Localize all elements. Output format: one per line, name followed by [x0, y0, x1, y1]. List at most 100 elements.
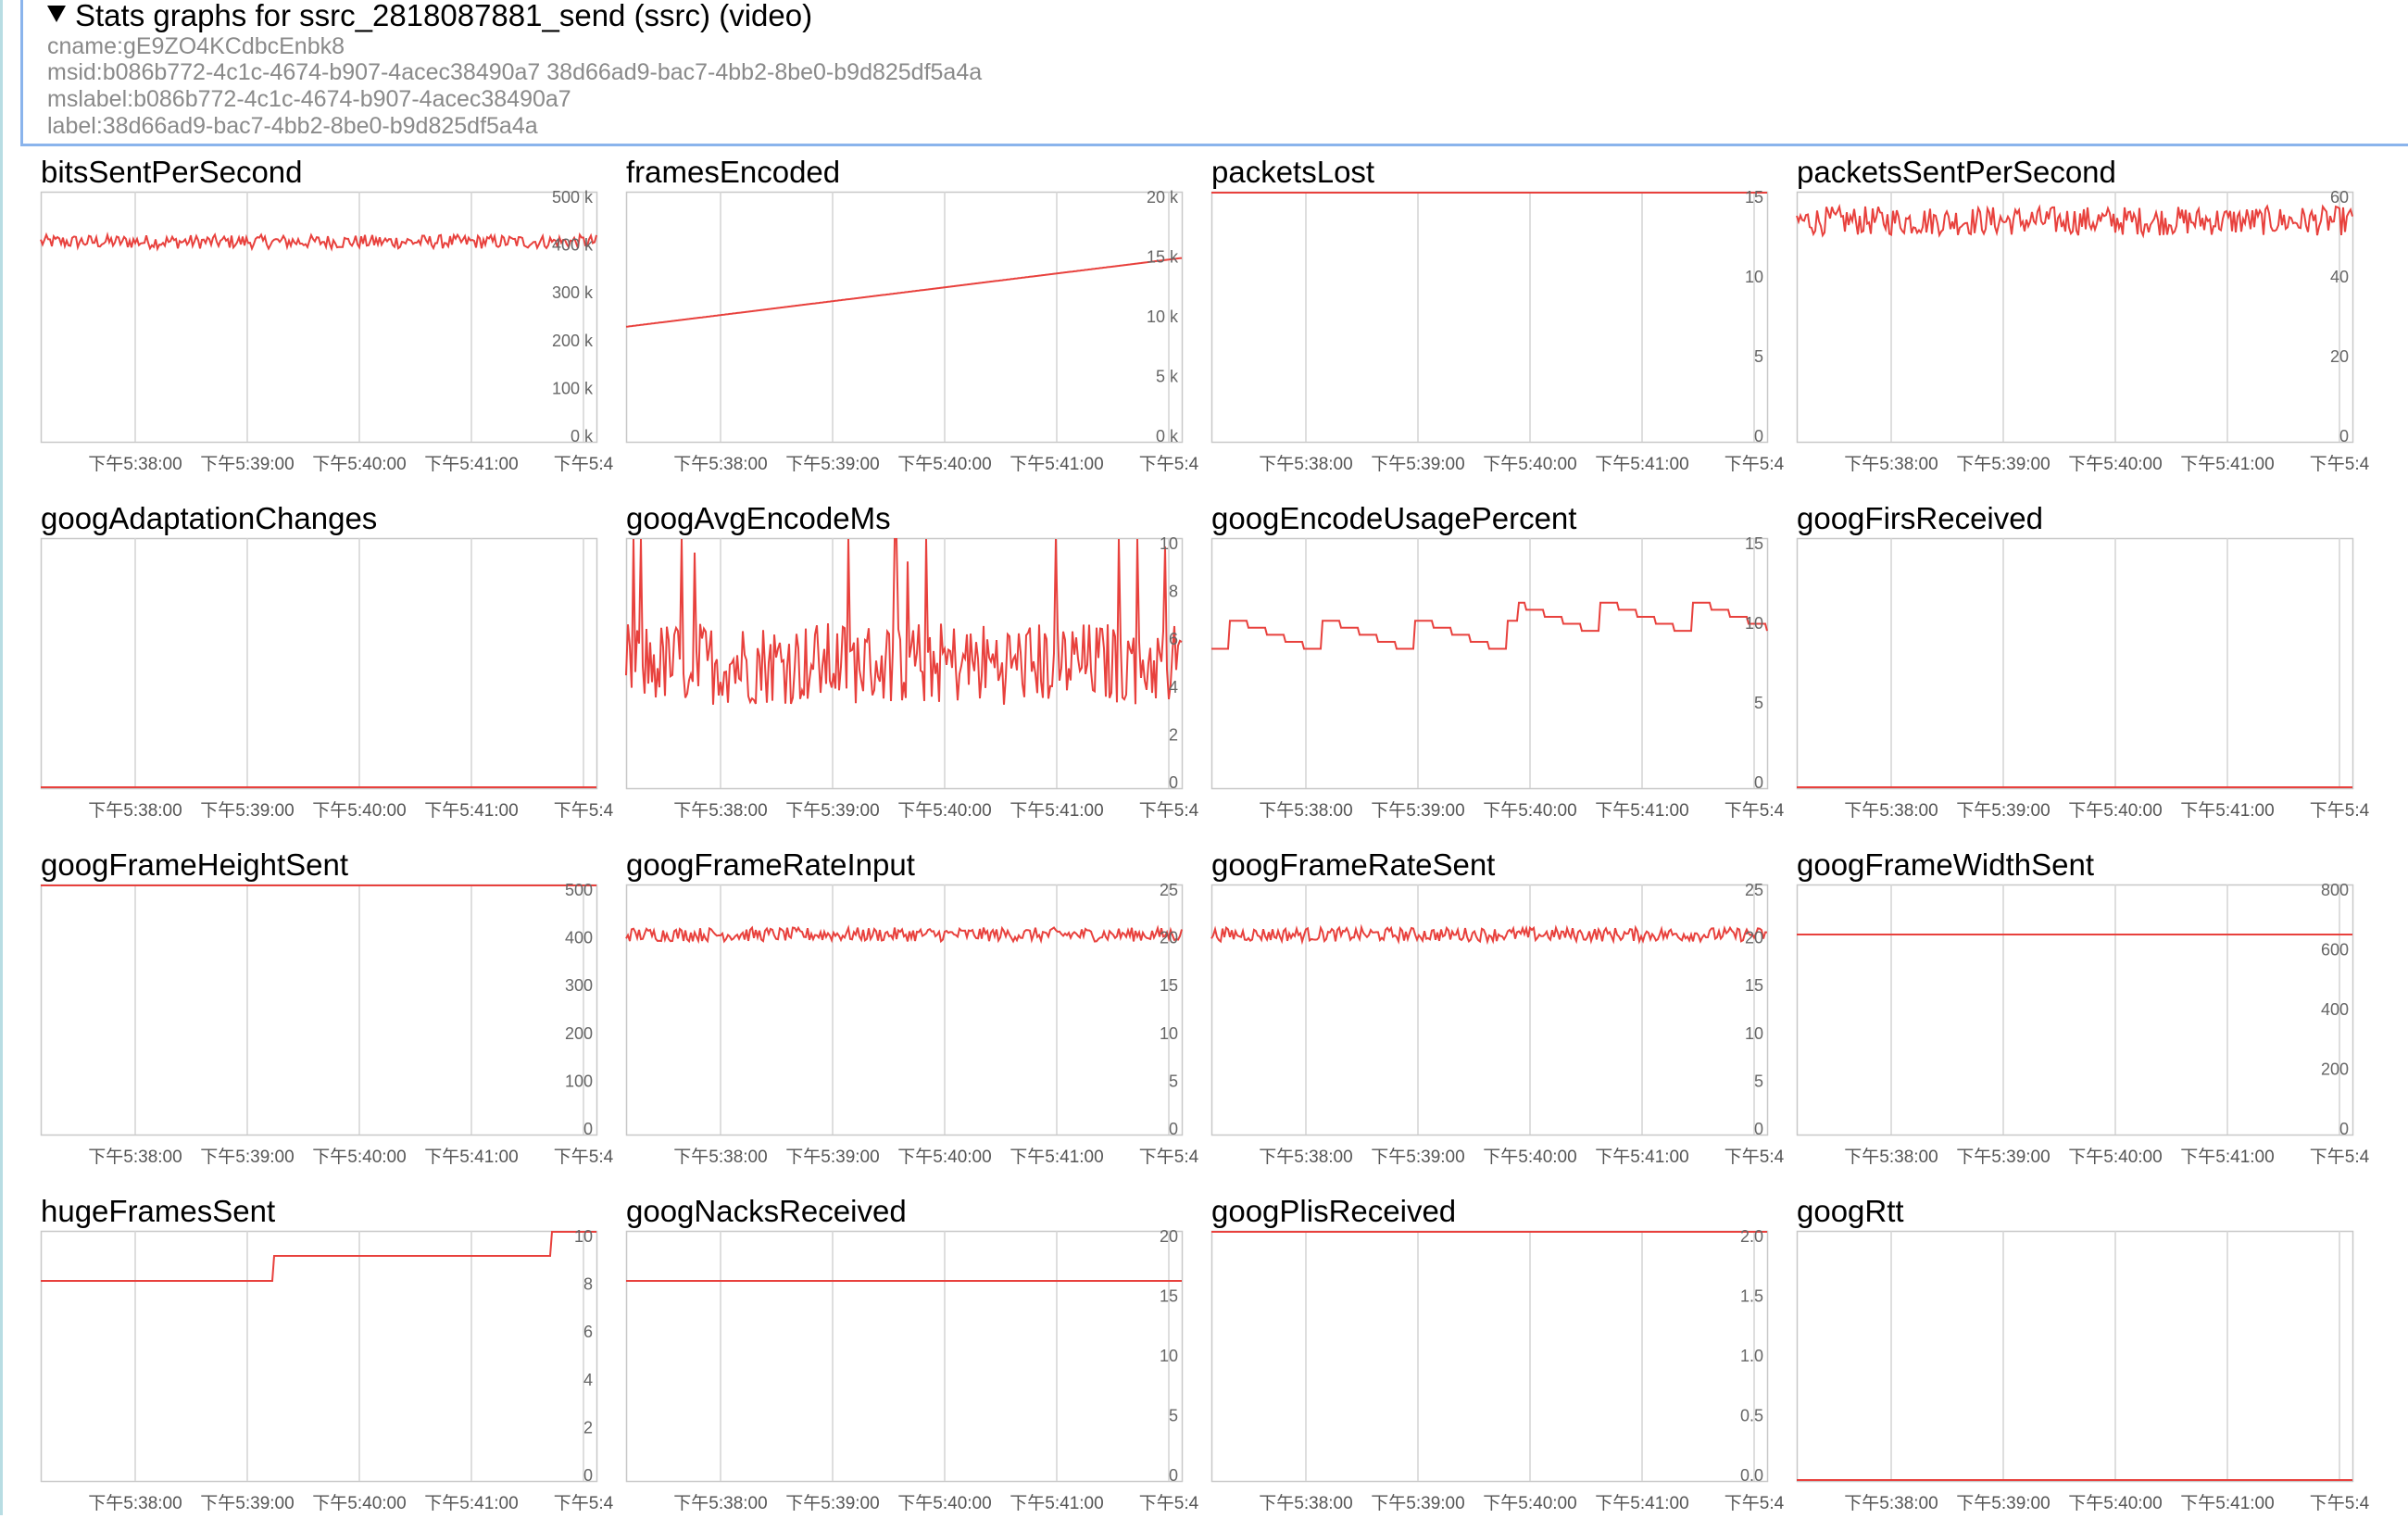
y-tick-label: 20 — [1160, 1227, 1178, 1246]
y-tick-label: 300 k — [552, 283, 594, 302]
y-tick-label: 200 — [565, 1024, 593, 1043]
y-tick-label: 15 — [1745, 534, 1763, 553]
y-tick-label: 400 — [2321, 1000, 2349, 1019]
y-tick-label: 0 — [1754, 1120, 1763, 1138]
graph-googFrameHeightSent: 500 400 300 200 100 0 下午5:38:00 下午5:39:00 下午5:40… — [40, 881, 614, 1167]
graph-title-googNacksReceived: googNacksReceived — [626, 1194, 907, 1228]
msid-label: msid:b086b772-4c1c-4674-b907-4acec38490a… — [47, 59, 983, 85]
x-tick-label: 下午5:40:00 — [897, 1147, 991, 1167]
plot-frame — [1796, 537, 2354, 790]
x-tick-label: 下午5:4 — [1139, 1493, 1199, 1513]
x-tick-label: 下午5:4 — [554, 1493, 614, 1513]
y-tick-label: 5 k — [1156, 368, 1179, 386]
y-tick-label: 2 — [583, 1418, 593, 1436]
y-tick-label: 15 — [1745, 188, 1763, 207]
graph-title-googFrameRateInput: googFrameRateInput — [626, 847, 915, 882]
plot-frame — [1210, 884, 1769, 1136]
x-tick-label: 下午5:38:00 — [1259, 800, 1352, 821]
y-tick-label: 2.0 — [1740, 1227, 1763, 1246]
y-tick-label: 500 k — [552, 188, 594, 207]
x-tick-label: 下午5:4 — [1724, 454, 1785, 474]
y-tick-label: 10 — [1160, 534, 1178, 553]
x-tick-label: 下午5:38:00 — [88, 1147, 182, 1167]
plot-frame — [40, 884, 598, 1136]
y-tick-label: 2 — [1169, 725, 1178, 744]
series-line-framesEncoded — [625, 257, 1183, 328]
y-tick-label: 0 — [1169, 1120, 1178, 1138]
y-tick-label: 10 — [1745, 614, 1763, 633]
x-tick-label: 下午5:41:00 — [1595, 800, 1688, 821]
y-tick-label: 10 k — [1147, 307, 1179, 326]
y-tick-label: 0 — [2339, 427, 2349, 445]
y-tick-label: 15 — [1160, 1287, 1178, 1306]
y-tick-label: 20 k — [1147, 188, 1179, 207]
y-tick-label: 4 — [1169, 678, 1178, 696]
x-tick-label: 下午5:41:00 — [424, 1147, 518, 1167]
stats-graphs-summary[interactable]: Stats graphs for ssrc_2818087881_send (s… — [47, 0, 812, 34]
y-tick-label: 8 — [583, 1275, 593, 1294]
y-tick-label: 20 — [1745, 929, 1763, 947]
y-tick-label: 0 — [2339, 1120, 2349, 1138]
x-tick-label: 下午5:40:00 — [312, 1493, 406, 1513]
x-tick-label: 下午5:39:00 — [1371, 1147, 1464, 1167]
x-tick-label: 下午5:40:00 — [1483, 454, 1576, 474]
y-tick-label: 5 — [1754, 1072, 1763, 1090]
x-tick-label: 下午5:38:00 — [88, 454, 182, 474]
x-tick-label: 下午5:38:00 — [1259, 454, 1352, 474]
y-tick-label: 10 — [1160, 1347, 1178, 1365]
y-tick-label: 60 — [2330, 188, 2349, 207]
graph-title-bitsSentPerSecond: bitsSentPerSecond — [41, 155, 303, 189]
plot-frame — [625, 1230, 1184, 1483]
graph-googEncodeUsagePercent: 15 10 5 0 下午5:38:00 下午5:39:00 下午5:40:00 下午5:41:… — [1210, 534, 1785, 821]
x-tick-label: 下午5:38:00 — [1259, 1147, 1352, 1167]
y-tick-label: 100 — [565, 1072, 593, 1090]
disclosure-triangle-icon[interactable] — [47, 6, 66, 22]
graph-title-googFirsReceived: googFirsReceived — [1797, 501, 2043, 535]
y-tick-label: 0 k — [1156, 427, 1179, 445]
x-tick-label: 下午5:41:00 — [424, 800, 518, 821]
graph-framesEncoded: 20 k 15 k 10 k 5 k 0 k 下午5:38:00 下午5:39:00 下午5:… — [625, 188, 1199, 474]
x-tick-label: 下午5:39:00 — [200, 1147, 294, 1167]
x-tick-label: 下午5:38:00 — [88, 1493, 182, 1513]
x-tick-label: 下午5:39:00 — [1956, 800, 2050, 821]
graph-title-googAdaptationChanges: googAdaptationChanges — [41, 501, 378, 535]
graph-title-googFrameWidthSent: googFrameWidthSent — [1797, 847, 2094, 882]
track-label: label:38d66ad9-bac7-4bb2-8be0-b9d825df5a… — [47, 113, 538, 139]
y-tick-label: 10 — [1160, 1024, 1178, 1043]
graph-title-googEncodeUsagePercent: googEncodeUsagePercent — [1211, 501, 1577, 535]
graph-title-hugeFramesSent: hugeFramesSent — [41, 1194, 276, 1228]
x-tick-label: 下午5:41:00 — [2180, 454, 2274, 474]
y-tick-label: 800 — [2321, 881, 2349, 899]
x-tick-label: 下午5:38:00 — [1844, 1493, 1938, 1513]
y-tick-label: 20 — [1160, 929, 1178, 947]
x-tick-label: 下午5:41:00 — [424, 1493, 518, 1513]
x-tick-label: 下午5:39:00 — [1956, 1493, 2050, 1513]
x-tick-label: 下午5:39:00 — [785, 800, 879, 821]
x-tick-label: 下午5:39:00 — [1371, 454, 1464, 474]
y-tick-label: 0 — [1754, 427, 1763, 445]
y-tick-label: 0 — [583, 1466, 593, 1485]
y-tick-label: 0 — [1169, 773, 1178, 792]
graph-title-packetsSentPerSecond: packetsSentPerSecond — [1797, 155, 2116, 189]
x-tick-label: 下午5:40:00 — [2068, 1493, 2162, 1513]
y-tick-label: 0 k — [571, 427, 594, 445]
series-line-googEncodeUsagePercent — [1211, 601, 1768, 650]
x-tick-label: 下午5:4 — [1724, 1147, 1785, 1167]
y-tick-label: 0 — [1169, 1466, 1178, 1485]
series-line-googFrameRateSent — [1210, 923, 1768, 946]
x-tick-label: 下午5:39:00 — [200, 454, 294, 474]
x-tick-label: 下午5:38:00 — [1844, 800, 1938, 821]
x-tick-label: 下午5:38:00 — [1259, 1493, 1352, 1513]
x-tick-label: 下午5:4 — [2310, 454, 2370, 474]
summary-text: Stats graphs for ssrc_2818087881_send (s… — [75, 0, 813, 32]
y-tick-label: 0 — [583, 1120, 593, 1138]
series-line-packetsSentPerSecond — [1796, 203, 2353, 239]
y-tick-label: 4 — [583, 1371, 593, 1389]
y-tick-label: 20 — [2330, 347, 2349, 366]
x-tick-label: 下午5:40:00 — [897, 454, 991, 474]
graph-packetsSentPerSecond: 60 40 20 0 下午5:38:00 下午5:39:00 下午5:40:00 下午5:41… — [1796, 188, 2370, 474]
y-tick-label: 600 — [2321, 941, 2349, 960]
graph-title-framesEncoded: framesEncoded — [626, 155, 841, 189]
y-tick-label: 200 k — [552, 332, 594, 350]
y-tick-label: 0.5 — [1740, 1407, 1763, 1425]
